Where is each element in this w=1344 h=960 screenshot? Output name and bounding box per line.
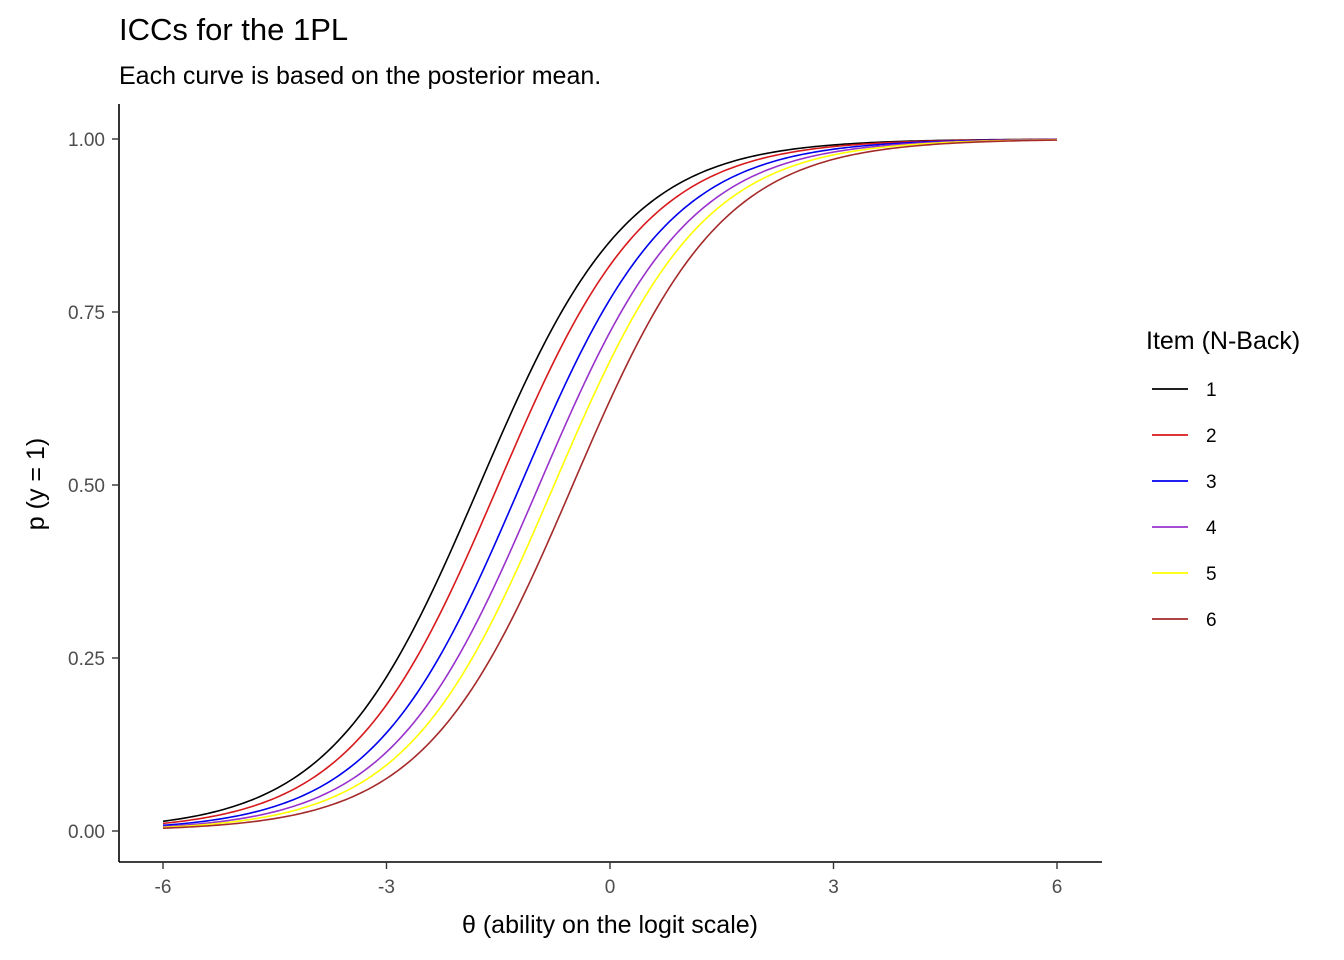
legend-title: Item (N-Back) bbox=[1146, 327, 1300, 355]
y-tick-label: 0.25 bbox=[68, 649, 105, 670]
chart-subtitle: Each curve is based on the posterior mea… bbox=[119, 62, 601, 90]
legend-label-item-3: 3 bbox=[1206, 472, 1217, 493]
x-tick-label: 3 bbox=[828, 877, 839, 898]
plot-panel: 0.00 0.25 0.50 0.75 1.00 -6 -3 0 3 6 bbox=[68, 104, 1102, 898]
x-tick-label: 6 bbox=[1052, 877, 1063, 898]
legend-label-item-4: 4 bbox=[1206, 518, 1217, 539]
legend-label-item-5: 5 bbox=[1206, 564, 1217, 585]
legend-label-item-2: 2 bbox=[1206, 426, 1217, 447]
series-line-item-5 bbox=[162, 139, 1058, 829]
y-tick-label: 0.00 bbox=[68, 822, 105, 843]
series-line-item-3 bbox=[162, 138, 1058, 827]
y-tick-label: 0.75 bbox=[68, 303, 105, 324]
series-line-item-2 bbox=[162, 138, 1058, 825]
y-tick-label: 0.50 bbox=[68, 476, 105, 497]
y-tick-label: 1.00 bbox=[68, 130, 105, 151]
legend-label-item-6: 6 bbox=[1206, 610, 1217, 631]
y-axis-ticks: 0.00 0.25 0.50 0.75 1.00 bbox=[68, 130, 119, 843]
series-line-item-4 bbox=[162, 138, 1058, 828]
series-line-item-6 bbox=[162, 139, 1058, 829]
x-tick-label: -6 bbox=[155, 877, 172, 898]
chart-title: ICCs for the 1PL bbox=[119, 12, 348, 47]
y-axis-title: p (y = 1) bbox=[22, 438, 50, 530]
legend: Item (N-Back) 1 2 3 4 5 6 bbox=[1146, 327, 1300, 631]
x-tick-label: -3 bbox=[378, 877, 395, 898]
legend-items: 1 2 3 4 5 6 bbox=[1152, 380, 1217, 631]
series-line-item-1 bbox=[162, 138, 1058, 823]
curves-group bbox=[162, 138, 1058, 829]
x-tick-label: 0 bbox=[605, 877, 616, 898]
legend-label-item-1: 1 bbox=[1206, 380, 1217, 401]
x-axis-title: θ (ability on the logit scale) bbox=[462, 911, 758, 939]
x-axis-ticks: -6 -3 0 3 6 bbox=[155, 862, 1063, 898]
